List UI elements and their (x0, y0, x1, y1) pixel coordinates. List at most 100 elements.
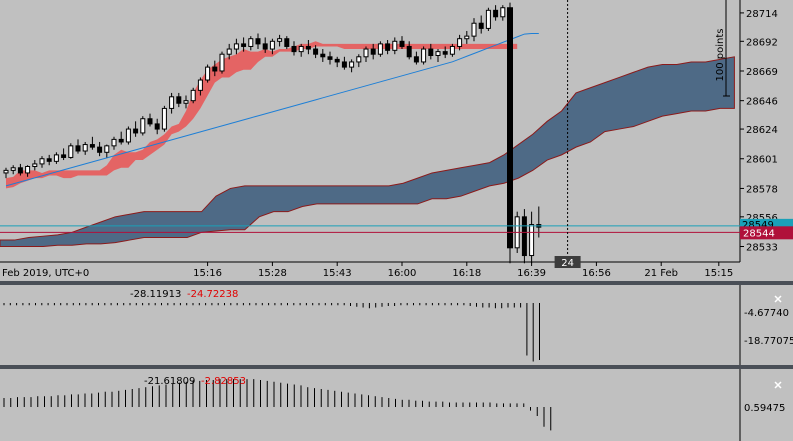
candle-bear (176, 96, 182, 104)
candle-bull (183, 100, 189, 104)
candle (356, 54, 362, 68)
candle-bear (291, 45, 297, 53)
points-ruler: 100 points (715, 0, 730, 97)
candle (298, 43, 304, 57)
candle (190, 87, 196, 104)
candle-bull (457, 38, 463, 47)
candle-bear (154, 123, 160, 130)
price-badge-back-text: 28549 (742, 220, 774, 231)
panel-separator-2[interactable] (0, 365, 793, 369)
indicator-1-value-b: -24.72238 (187, 289, 238, 300)
candle-bear (17, 167, 23, 174)
candle (392, 37, 398, 55)
time-scale[interactable]: Feb 2019, UTC+0 15:16 15:28 15:43 16:00 16:18… (2, 262, 733, 279)
candle-bear (241, 43, 247, 47)
candle (226, 43, 232, 60)
candle (341, 56, 347, 70)
indicator-2-tick-1: 0.59475 (744, 403, 785, 414)
candle (529, 211, 535, 264)
candle (255, 33, 261, 50)
candle-bear (507, 7, 513, 249)
candle (428, 43, 434, 60)
candle-bull (140, 118, 146, 134)
candle-bull (449, 45, 455, 55)
price-tick-label: 28692 (746, 37, 778, 48)
price-scale[interactable]: 28714 28692 28669 28646 28624 28601 28578 28556… (740, 9, 778, 254)
candle-bull (356, 56, 362, 63)
price-badge (740, 226, 793, 240)
candle (435, 49, 441, 62)
candle (399, 36, 405, 50)
candle-bull (68, 145, 74, 158)
close-icon[interactable] (774, 381, 782, 389)
panel-separator-1[interactable] (0, 281, 793, 285)
candle-bear (428, 48, 434, 56)
candle-bear (212, 66, 218, 72)
candle (385, 40, 391, 55)
candle-bear (46, 158, 52, 162)
candle (197, 77, 203, 96)
crosshair-time-text: 24 (561, 258, 574, 269)
main-price-panel (0, 2, 735, 264)
candle (478, 15, 484, 34)
candle (104, 144, 110, 158)
time-tick-label: 21 Feb (644, 268, 678, 279)
candle-bear (341, 61, 347, 68)
time-tick-label: 15:15 (704, 268, 733, 279)
candle (176, 92, 182, 108)
candle (500, 5, 506, 21)
candle (61, 148, 67, 161)
candle (53, 152, 59, 164)
indicator-panel-2: -21.61809 -2.82853 0.59475 (3, 369, 785, 441)
candle (449, 43, 455, 57)
candle (305, 40, 311, 55)
candle-bear (399, 40, 405, 47)
candle-bear (320, 53, 326, 58)
histogram-2-bars (3, 379, 552, 431)
candle (3, 167, 9, 179)
candle (442, 46, 448, 59)
candle-bear (118, 138, 124, 143)
candle (205, 64, 211, 83)
ichimoku-cloud (0, 56, 735, 248)
candle-bull (219, 53, 225, 72)
candle-bear (147, 118, 153, 125)
candle (363, 46, 369, 62)
candle-bear (262, 43, 268, 50)
candle-bull (82, 144, 88, 152)
candle (406, 41, 412, 60)
candle-bull (104, 145, 110, 153)
candle-bull (25, 165, 31, 174)
candle-bear (370, 48, 376, 55)
candle (89, 136, 95, 150)
price-badge-back (740, 218, 793, 230)
candle-bull (269, 40, 275, 50)
candle-bear (61, 154, 67, 158)
candle (277, 34, 283, 47)
candle-bull (53, 154, 59, 162)
candle-bear (442, 51, 448, 55)
candle (17, 163, 23, 176)
candle (25, 165, 31, 177)
candle-bull (377, 43, 383, 55)
candle-bull (205, 66, 211, 81)
time-tick-label: Feb 2019, UTC+0 (2, 268, 89, 279)
cloud-area (0, 56, 735, 248)
time-tick-label: 16:39 (517, 268, 546, 279)
indicator-panel-1: -28.11913 -24.72238 -4.67740 -18.77075 (3, 285, 793, 365)
candle (313, 45, 319, 59)
candle-bull (197, 79, 203, 91)
candle (334, 56, 340, 68)
candle-bear (255, 38, 261, 45)
close-icon[interactable] (774, 295, 782, 303)
candle (140, 116, 146, 136)
price-tick-label: 28669 (746, 67, 778, 78)
candle-bull (392, 40, 398, 51)
candle-bear (478, 22, 484, 29)
candle-bull (169, 96, 175, 109)
indicator-2-value-b: -2.82853 (201, 376, 246, 387)
candle-bull (3, 169, 9, 174)
candle-bull (435, 51, 441, 56)
price-tick-label: 28646 (746, 97, 778, 108)
